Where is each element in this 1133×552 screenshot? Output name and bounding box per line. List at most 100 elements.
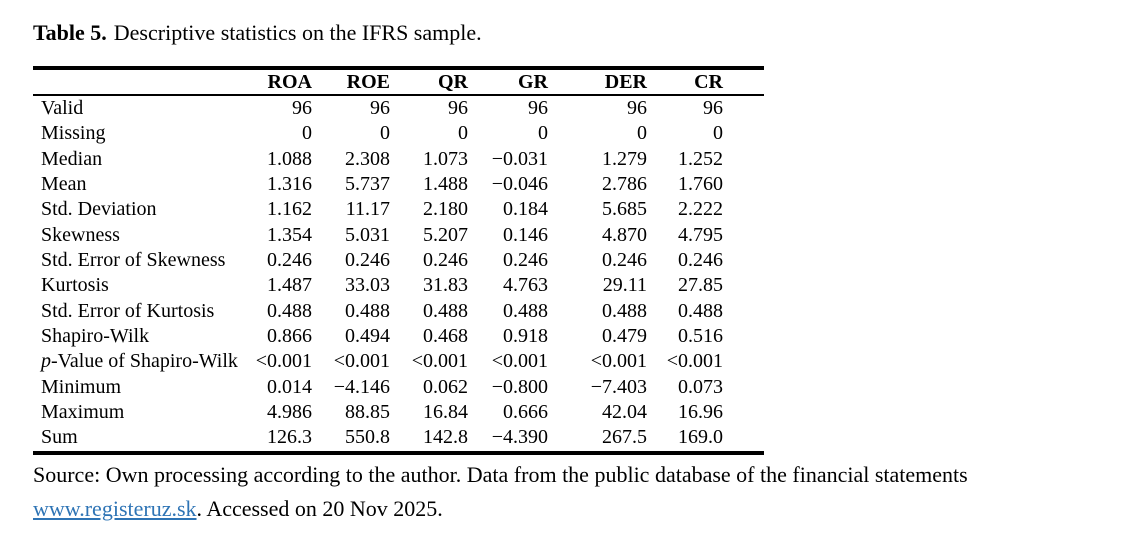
- row-label: Missing: [41, 122, 106, 145]
- table-cell: 2.786: [602, 173, 647, 196]
- column-header-der: DER: [548, 68, 647, 96]
- table-row: Mean 1.316 5.737 1.488 −0.046 2.786 1.760: [33, 172, 764, 197]
- source-note-accessed-text: . Accessed on 20 Nov 2025.: [196, 495, 443, 521]
- table-cell: 1.354: [267, 223, 312, 246]
- table-cell: 0: [538, 122, 548, 145]
- table-cell: 0.666: [503, 401, 548, 424]
- table-cell: 0.246: [267, 249, 312, 272]
- table-cell: 0: [637, 122, 647, 145]
- table-caption-text: Descriptive statistics on the IFRS sampl…: [113, 20, 482, 45]
- table-cell: 29.11: [602, 274, 647, 297]
- column-header-roa: ROA: [238, 68, 312, 96]
- table-cell: <0.001: [491, 350, 548, 373]
- table-row: Kurtosis 1.487 33.03 31.83 4.763 29.11 27.85: [33, 273, 764, 298]
- table-cell: <0.001: [666, 350, 723, 373]
- table-cell: 5.207: [423, 223, 468, 246]
- column-header-roe: ROE: [312, 68, 390, 96]
- table-cell: 0.488: [503, 299, 548, 322]
- table-row: Std. Deviation 1.162 11.17 2.180 0.184 5.685 2…: [33, 197, 764, 222]
- descriptive-statistics-table: ROA ROE QR GR DER CR Valid 96 96 96 96 96 96 Missing…: [33, 66, 764, 455]
- table-cell: 96: [370, 97, 390, 119]
- table-cell: 0: [713, 122, 723, 145]
- table-row: Std. Error of Kurtosis 0.488 0.488 0.488 0.4…: [33, 299, 764, 324]
- table-cell: 1.252: [678, 147, 723, 170]
- table-cell: 2.308: [345, 147, 390, 170]
- table-cell: 33.03: [345, 274, 390, 297]
- row-label: Sum: [41, 426, 78, 449]
- table-cell: 2.180: [423, 198, 468, 221]
- table-row: Median 1.088 2.308 1.073 −0.031 1.279 1.252: [33, 147, 764, 172]
- row-label: Std. Error of Kurtosis: [41, 299, 215, 322]
- table-cell: 0: [302, 122, 312, 145]
- table-cell: 1.279: [602, 147, 647, 170]
- row-label: p-Value of Shapiro-Wilk: [41, 350, 238, 373]
- table-cell: 88.85: [345, 401, 390, 424]
- table-row: Valid 96 96 96 96 96 96: [33, 95, 764, 121]
- table-cell: 96: [627, 97, 647, 119]
- table-cell: 96: [528, 97, 548, 119]
- table-cell: −4.390: [491, 426, 548, 449]
- table-cell: 0.246: [503, 249, 548, 272]
- column-header-gr: GR: [468, 68, 548, 96]
- table-cell: 4.986: [267, 401, 312, 424]
- table-cell: 1.088: [267, 147, 312, 170]
- registeruz-link[interactable]: www.registeruz.sk: [33, 495, 197, 521]
- row-label: Mean: [41, 173, 87, 196]
- table-row: Minimum 0.014 −4.146 0.062 −0.800 −7.403 0.073: [33, 375, 764, 400]
- table-cell: 267.5: [602, 426, 647, 449]
- table-cell: 169.0: [678, 426, 723, 449]
- table-cell: 0: [380, 122, 390, 145]
- table-cell: 96: [448, 97, 468, 119]
- table-cell: <0.001: [590, 350, 647, 373]
- table-cell: 0.516: [678, 325, 723, 348]
- table-cell: 0.488: [267, 299, 312, 322]
- table-cell: 0.246: [678, 249, 723, 272]
- table-row: Skewness 1.354 5.031 5.207 0.146 4.870 4.795: [33, 223, 764, 248]
- table-caption-number: Table 5.: [33, 20, 107, 45]
- table-cell: 0.073: [678, 375, 723, 398]
- table-cell: 5.031: [345, 223, 390, 246]
- source-note: Source: Own processing according to the …: [33, 458, 1123, 525]
- table-cell: 96: [292, 97, 312, 119]
- table-cell: 126.3: [267, 426, 312, 449]
- corner-cell: [33, 68, 238, 96]
- table-cell: −7.403: [590, 375, 647, 398]
- row-label: Minimum: [41, 375, 122, 398]
- table-row: Sum 126.3 550.8 142.8 −4.390 267.5 169.0: [33, 425, 764, 452]
- table-cell: <0.001: [333, 350, 390, 373]
- table-cell: 0: [458, 122, 468, 145]
- table-cell: 2.222: [678, 198, 723, 221]
- table-cell: −0.800: [491, 375, 548, 398]
- column-header-qr: QR: [390, 68, 468, 96]
- row-label: Shapiro-Wilk: [41, 325, 150, 348]
- row-label: Kurtosis: [41, 274, 109, 297]
- table-cell: −0.046: [491, 173, 548, 196]
- table-cell: 142.8: [423, 426, 468, 449]
- table-cell: 42.04: [602, 401, 647, 424]
- row-label: Maximum: [41, 401, 125, 424]
- table-caption: Table 5. Descriptive statistics on the IF…: [33, 20, 482, 46]
- row-label: Median: [41, 147, 103, 170]
- table-cell: 31.83: [423, 274, 468, 297]
- table-cell: 550.8: [345, 426, 390, 449]
- table-cell: 16.96: [678, 401, 723, 424]
- table-cell: 1.073: [423, 147, 468, 170]
- table-cell: 0.918: [503, 325, 548, 348]
- table-cell: 0.246: [602, 249, 647, 272]
- row-label: Valid: [41, 97, 84, 119]
- table-cell: 0.494: [345, 325, 390, 348]
- table-cell: <0.001: [411, 350, 468, 373]
- table-cell: 11.17: [345, 198, 390, 221]
- table-cell: 0.184: [503, 198, 548, 221]
- table-cell: 16.84: [423, 401, 468, 424]
- table-cell: 4.795: [678, 223, 723, 246]
- table-cell: 0.062: [423, 375, 468, 398]
- table-cell: 0.246: [423, 249, 468, 272]
- table-header-row: ROA ROE QR GR DER CR: [33, 68, 764, 96]
- source-note-line1: Source: Own processing according to the …: [33, 462, 968, 487]
- table-cell: 1.488: [423, 173, 468, 196]
- table-cell: 1.162: [267, 198, 312, 221]
- row-label: Skewness: [41, 223, 120, 246]
- table-cell: 5.685: [602, 198, 647, 221]
